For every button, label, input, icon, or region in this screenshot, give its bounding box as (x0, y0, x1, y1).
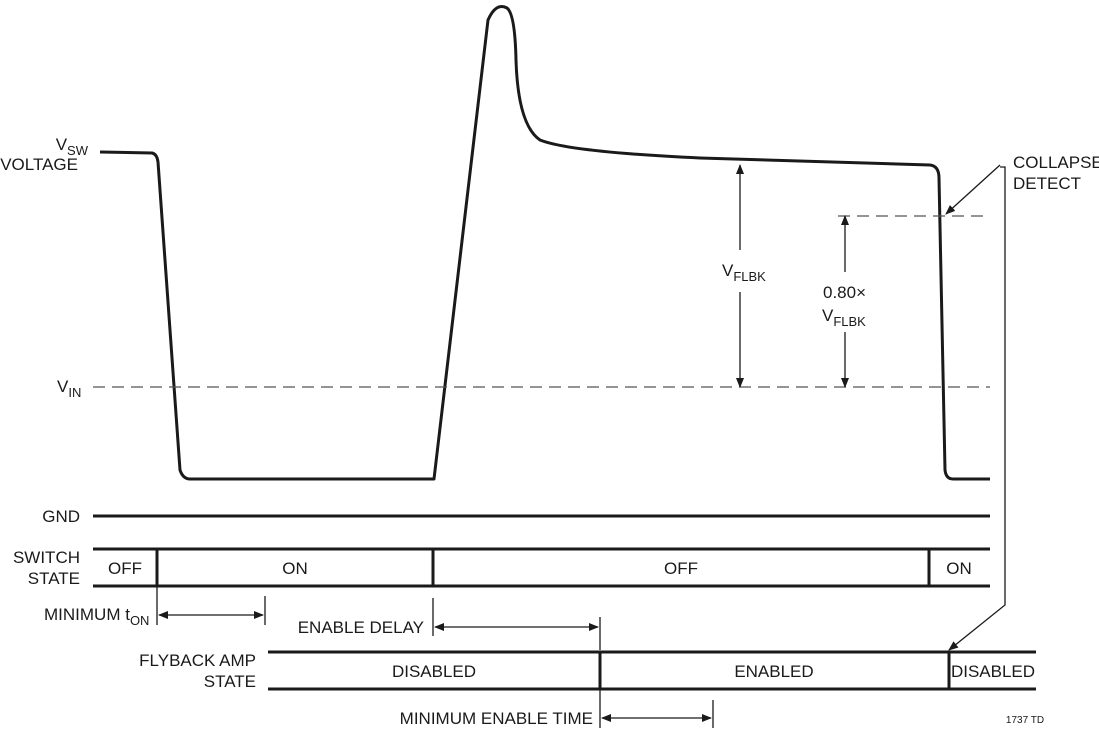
vsw-label: VSW (56, 135, 89, 158)
collapse-leader-1 (945, 164, 1001, 215)
collapse-label-line2: DETECT (1013, 174, 1081, 193)
gnd-label: GND (42, 507, 80, 526)
switch-segment-on-1: ON (282, 559, 308, 578)
flyback-label-line1: FLYBACK AMP (139, 651, 256, 670)
switch-label-line1: SWITCH (13, 548, 80, 567)
switch-segment-off-2: OFF (664, 559, 698, 578)
vflbk-label: VFLBK (722, 261, 766, 284)
vsw-voltage-label: VOLTAGE (0, 155, 78, 174)
min-enable-time-label: MINIMUM ENABLE TIME (400, 709, 593, 728)
switch-label-line2: STATE (28, 569, 80, 588)
factor-vflbk-label: VFLBK (822, 306, 866, 329)
collapse-leader-2 (948, 166, 1006, 651)
figure-code: 1737 TD (1006, 715, 1044, 726)
flyback-segment-disabled-2: DISABLED (951, 662, 1035, 681)
switch-segment-off-1: OFF (108, 559, 142, 578)
vsw-waveform (99, 5, 990, 481)
min-ton-label: MINIMUM tON (44, 605, 149, 628)
switch-segment-on-2: ON (946, 559, 972, 578)
factor-label: 0.80× (823, 283, 866, 302)
flyback-segment-enabled: ENABLED (734, 662, 813, 681)
flyback-label-line2: STATE (204, 672, 256, 691)
collapse-label-line1: COLLAPSE (1013, 153, 1099, 172)
enable-delay-label: ENABLE DELAY (298, 618, 424, 637)
flyback-segment-disabled-1: DISABLED (392, 662, 476, 681)
vin-label: VIN (57, 377, 81, 400)
